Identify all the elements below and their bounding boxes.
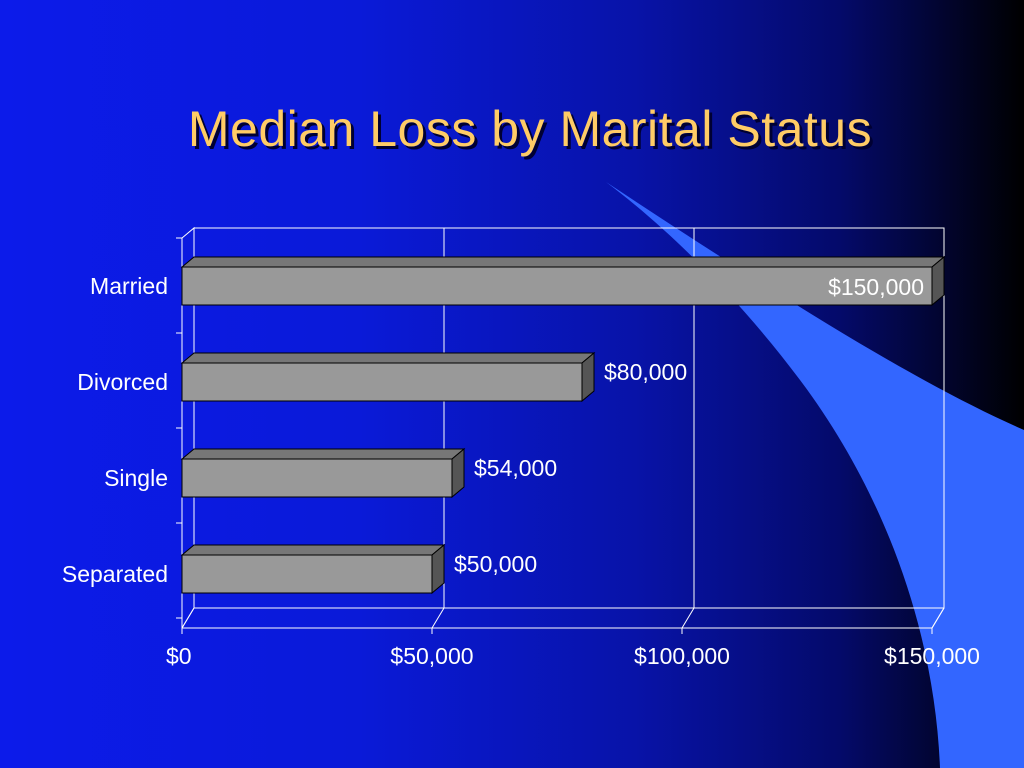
value-axis xyxy=(176,237,933,634)
tick-label-2: $100,000 xyxy=(634,643,730,669)
data-label-separated: $50,000 xyxy=(454,551,537,577)
bar-single xyxy=(180,447,466,499)
tick-labels: $0 $50,000 $100,000 $150,000 xyxy=(166,643,980,669)
data-label-divorced: $80,000 xyxy=(604,359,687,385)
bar-top-face xyxy=(180,256,946,268)
slide-title: Median Loss by Marital Status xyxy=(187,101,873,157)
bar-front-face xyxy=(181,266,933,306)
floor-gridline-2 xyxy=(681,607,695,629)
floor-gridline-1 xyxy=(431,607,445,629)
tick-label-3: $150,000 xyxy=(884,643,980,669)
bar-married xyxy=(180,255,946,307)
data-label-single: $54,000 xyxy=(474,455,557,481)
bar-front-face xyxy=(181,362,583,402)
category-label-divorced: Divorced xyxy=(77,369,168,395)
floor-gridline-3 xyxy=(931,607,945,629)
bar-front-face xyxy=(181,458,453,498)
floor-gridline-0 xyxy=(181,607,195,629)
data-labels: $150,000 $80,000 $54,000 $50,000 xyxy=(454,274,924,577)
category-label-married: Married xyxy=(90,273,168,299)
category-label-separated: Separated xyxy=(62,561,168,587)
tick-label-1: $50,000 xyxy=(390,643,473,669)
bar-top-face xyxy=(180,544,446,556)
bar-top-face xyxy=(180,352,596,364)
category-labels: Married Divorced Single Separated xyxy=(62,273,168,587)
category-label-single: Single xyxy=(104,465,168,491)
bar-separated xyxy=(180,543,446,595)
bar-top-face xyxy=(180,448,466,460)
bar-front-face xyxy=(181,554,433,594)
bars xyxy=(180,255,946,595)
bar-divorced xyxy=(180,351,596,403)
tick-label-0: $0 xyxy=(166,643,192,669)
data-label-married: $150,000 xyxy=(828,274,924,300)
